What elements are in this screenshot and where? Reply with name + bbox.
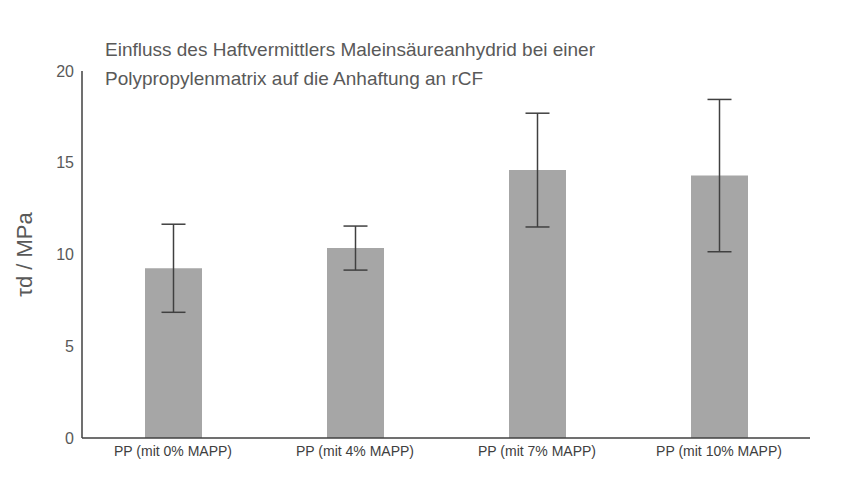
svg-text:τd / MPa: τd / MPa	[12, 211, 37, 296]
svg-text:PP (mit 10% MAPP): PP (mit 10% MAPP)	[656, 443, 782, 459]
svg-text:20: 20	[56, 63, 74, 80]
svg-text:15: 15	[56, 154, 74, 171]
html-text:Polypropylenmatrix auf die Anh: Polypropylenmatrix auf die Anhaftung an …	[105, 68, 484, 89]
html-text:Einfluss des Haftvermittlers M: Einfluss des Haftvermittlers Maleinsäure…	[105, 39, 595, 60]
svg-text:0: 0	[65, 430, 74, 447]
svg-text:PP (mit 7% MAPP): PP (mit 7% MAPP)	[478, 443, 596, 459]
svg-text:PP (mit 0% MAPP): PP (mit 0% MAPP)	[114, 443, 232, 459]
svg-text:PP (mit 4% MAPP): PP (mit 4% MAPP)	[296, 443, 414, 459]
svg-text:5: 5	[65, 338, 74, 355]
svg-text:10: 10	[56, 246, 74, 263]
